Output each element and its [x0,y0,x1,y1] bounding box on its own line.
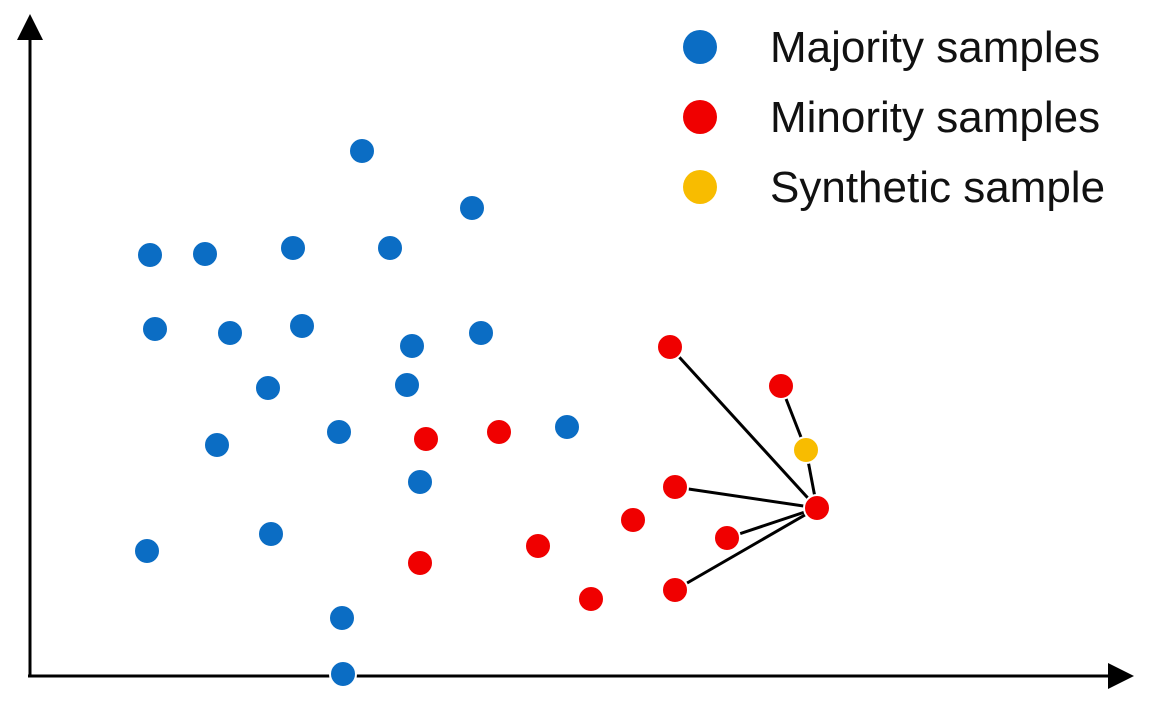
majority-sample-point [393,371,421,399]
minority-sample-point [661,576,689,604]
legend-marker-majority [683,30,717,64]
majority-sample-point [328,604,356,632]
synthetic-sample-point [792,436,820,464]
minority-sample-point [661,473,689,501]
majority-sample-point [325,418,353,446]
majority-sample-point [458,194,486,222]
neighbor-links [668,345,819,592]
neighbor-link [674,506,818,592]
axes [17,14,1134,689]
minority-sample-point [524,532,552,560]
legend: Majority samples Minority samples Syntheti… [683,23,1105,212]
legend-label-minority: Minority samples [770,93,1100,142]
y-axis-arrowhead [17,14,43,40]
majority-sample-point [136,241,164,269]
majority-sample-point [279,234,307,262]
minority-sample-point [656,333,684,361]
legend-label-synthetic: Synthetic sample [770,163,1105,212]
minority-sample-point [619,506,647,534]
legend-marker-synthetic [683,170,717,204]
majority-sample-point [329,660,357,688]
legend-marker-minority [683,100,717,134]
sample-points [133,137,831,688]
majority-sample-point [406,468,434,496]
majority-sample-point [141,315,169,343]
majority-sample-point [191,240,219,268]
neighbor-link [726,506,818,540]
neighbor-link [674,485,818,510]
majority-sample-point [257,520,285,548]
minority-sample-point [767,372,795,400]
minority-sample-point [406,549,434,577]
minority-sample-point [577,585,605,613]
majority-sample-point [203,431,231,459]
majority-sample-point [376,234,404,262]
minority-sample-point [803,494,831,522]
legend-label-majority: Majority samples [770,23,1100,72]
minority-sample-point [412,425,440,453]
majority-sample-point [467,319,495,347]
majority-sample-point [348,137,376,165]
x-axis-arrowhead [1108,663,1134,689]
neighbor-link [668,345,819,510]
minority-sample-point [485,418,513,446]
majority-sample-point [216,319,244,347]
minority-sample-point [713,524,741,552]
majority-sample-point [254,374,282,402]
majority-sample-point [288,312,316,340]
majority-sample-point [553,413,581,441]
majority-sample-point [398,332,426,360]
majority-sample-point [133,537,161,565]
